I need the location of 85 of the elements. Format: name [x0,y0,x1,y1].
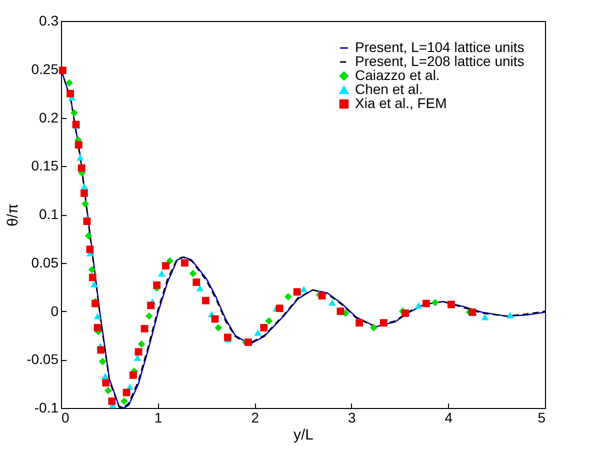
x-tick-label: 4 [444,410,453,426]
point [138,340,146,348]
point [90,280,98,288]
point [145,312,153,320]
point [80,183,88,190]
point [414,302,422,309]
point [260,324,268,332]
point [94,324,102,332]
point [293,288,301,296]
point [447,300,455,308]
point [192,278,200,286]
point [80,190,88,197]
y-tick-label: 0.05 [31,254,59,270]
point [276,304,284,312]
point [134,348,142,356]
legend-label: Present, L=208 lattice units [355,53,524,69]
y-tick-label: -0.05 [26,351,59,368]
y-axis-title: θ/π [4,204,22,226]
point [422,300,430,308]
y-tick-label: 0.25 [31,60,59,77]
point [336,308,344,315]
point [120,398,128,405]
point [140,324,148,332]
x-tick-label: 3 [348,410,356,426]
point [153,281,161,289]
point [104,386,112,394]
point [402,309,410,317]
point [84,232,92,240]
point [83,218,91,225]
point [70,109,78,117]
point [66,90,74,98]
point [356,319,364,327]
point [102,379,110,387]
point [162,262,170,270]
point [76,154,84,161]
y-tick-label: 0 [50,302,59,319]
point [158,270,166,277]
x-tick-label: 2 [251,410,260,426]
x-tick-label: 5 [538,410,546,426]
point [265,317,273,325]
point [468,308,476,316]
point [58,66,66,74]
legend-label: Present, L=104 lattice units [355,39,524,55]
point [102,372,109,380]
point [98,358,106,366]
point [284,293,292,300]
point [370,324,378,332]
y-tick-label: -0.1 [34,400,59,416]
point [481,314,489,320]
legend-label: Caiazzo et al. [355,67,440,83]
point [94,312,102,320]
point [181,259,188,267]
point [328,299,336,306]
point [189,270,197,278]
x-axis-title: y/L [293,426,314,444]
point [86,246,94,254]
point [130,371,137,379]
point [108,398,116,405]
point [88,266,96,274]
point [318,292,326,300]
point [66,79,74,87]
point [244,338,252,346]
y-tick-label: 0.2 [39,109,59,126]
point [224,334,232,342]
point [147,302,155,310]
point [88,274,96,282]
legend-label: Xia et al., FEM [355,95,447,111]
point [202,296,210,304]
legend-label: Chen et al. [355,81,423,97]
y-tick-label: 0.15 [31,158,59,174]
point [214,324,222,332]
point [506,312,514,318]
point [254,329,262,336]
y-tick-label: 0.3 [39,12,59,28]
point [82,200,90,208]
x-tick-label: 0 [62,410,70,426]
point [300,286,308,292]
point [97,346,105,354]
point [196,284,204,292]
point [78,164,86,172]
point [74,141,82,149]
point [380,319,388,327]
y-tick-label: 0.1 [39,206,59,222]
x-tick-label: 1 [154,410,162,426]
point [432,298,439,306]
